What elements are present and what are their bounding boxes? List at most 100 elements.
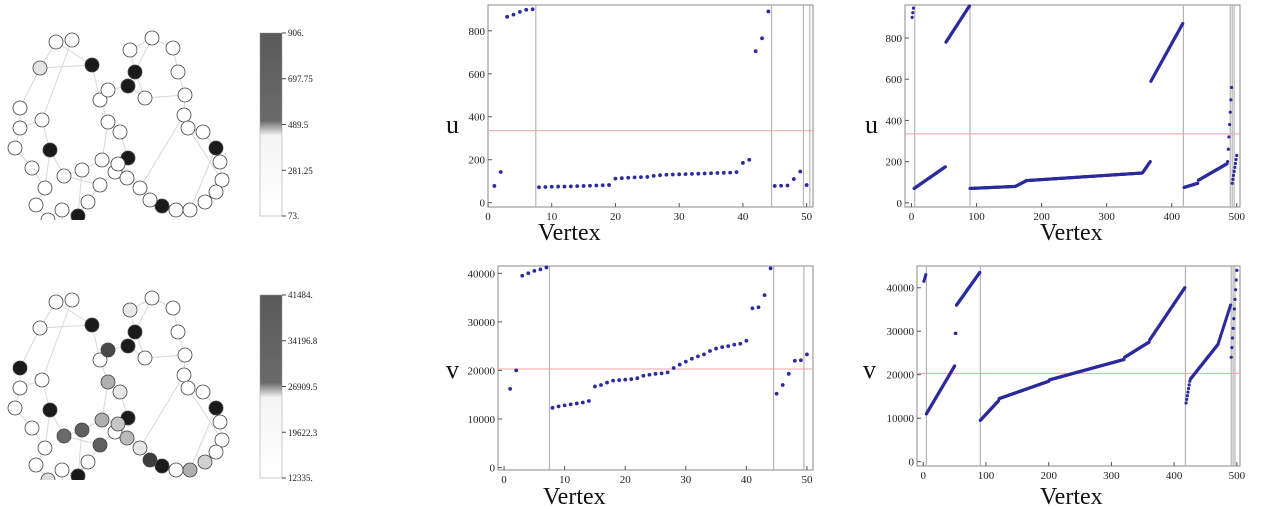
- graph-edge: [139, 374, 185, 449]
- y-tick-label: 600: [469, 69, 486, 81]
- graph-node: [84, 57, 100, 73]
- data-point: [611, 378, 615, 383]
- data-point: [594, 183, 599, 188]
- y-tick-label: 0: [897, 198, 903, 210]
- data-point: [575, 184, 580, 189]
- data-point: [804, 183, 809, 187]
- colorbar-tick-label: 73.: [288, 211, 299, 221]
- graph-drawing-u: [7, 30, 230, 236]
- graph-node: [12, 380, 28, 396]
- graph-edge: [19, 67, 41, 109]
- data-point: [647, 372, 652, 377]
- colorbar-tick-label: 26909.5: [288, 382, 318, 392]
- x-axis-label: Vertex: [1040, 484, 1103, 508]
- data-point: [629, 377, 634, 382]
- data-point: [677, 172, 682, 177]
- scatter-v-500: 0 100 200 300 400 500 0 10000 20000 30000 40000 Ver…: [863, 265, 1246, 508]
- colorbar-tick-label: 41484.: [288, 290, 313, 300]
- graph-node: [170, 64, 186, 80]
- data-point: [599, 383, 603, 387]
- data-point: [1186, 390, 1190, 394]
- x-tick-label: 40: [737, 211, 749, 223]
- y-tick-label: 200: [886, 157, 903, 169]
- y-axis-label: u: [446, 110, 459, 139]
- data-point: [708, 349, 712, 353]
- data-point: [670, 172, 675, 177]
- data-point: [645, 175, 650, 179]
- graph-node: [120, 78, 136, 94]
- data-point: [1234, 157, 1238, 162]
- data-point: [549, 184, 554, 189]
- data-point: [1226, 147, 1230, 151]
- x-axis-label: Vertex: [538, 220, 601, 246]
- data-point: [586, 399, 591, 403]
- data-point: [556, 184, 560, 189]
- graph-node: [132, 440, 148, 456]
- graph-node: [176, 107, 192, 123]
- data-point: [747, 157, 752, 162]
- x-tick-label: 0: [485, 211, 491, 223]
- data-point: [738, 341, 743, 346]
- data-point: [623, 377, 628, 382]
- x-tick-label: 0: [921, 470, 927, 482]
- graph-node: [24, 160, 40, 176]
- data-point: [911, 11, 915, 15]
- data-point: [544, 265, 549, 270]
- y-tick-label: 40000: [887, 283, 915, 295]
- graph-edge: [19, 327, 41, 369]
- graph-node: [144, 30, 160, 46]
- graph-node: [12, 120, 28, 136]
- x-tick-label: 30: [680, 474, 692, 486]
- x-tick-label: 200: [1040, 470, 1057, 482]
- y-axis-label: v: [863, 355, 876, 384]
- graph-node: [180, 120, 196, 136]
- data-point: [1233, 297, 1237, 301]
- data-point: [756, 305, 761, 310]
- x-tick-label: 50: [801, 211, 813, 223]
- graph-node: [208, 400, 224, 416]
- data-point: [798, 358, 803, 363]
- data-point: [1228, 110, 1232, 114]
- data-point: [762, 293, 767, 298]
- data-point: [562, 403, 567, 408]
- graph-node: [74, 422, 90, 438]
- data-point: [665, 370, 670, 375]
- graph-node: [84, 317, 100, 333]
- data-point: [520, 273, 525, 278]
- data-point: [805, 352, 809, 357]
- graph-node: [112, 384, 128, 400]
- graph-node: [122, 302, 138, 318]
- colorbar-top: 906. 697.75 489.5 281.25 73.: [255, 28, 335, 228]
- data-point: [732, 342, 737, 347]
- data-point: [1233, 165, 1237, 169]
- data-point: [715, 171, 720, 175]
- colorbar-tick-label: 12335.: [288, 473, 313, 483]
- data-point: [760, 36, 764, 41]
- data-point: [1230, 346, 1234, 350]
- data-point: [911, 6, 916, 10]
- x-tick-label: 0: [909, 211, 915, 223]
- data-point: [600, 183, 605, 188]
- y-axis-label: u: [865, 110, 878, 139]
- colorbar-gradient: [259, 32, 283, 217]
- graph-node: [127, 64, 143, 80]
- data-point: [511, 12, 516, 17]
- graph-edge: [189, 147, 217, 211]
- y-tick-label: 30000: [468, 317, 496, 329]
- data-point: [690, 172, 694, 176]
- graph-node: [120, 338, 136, 354]
- scatter-u-500: 0 100 200 300 400 500 0 200 400 600 800 Vertex u: [865, 4, 1245, 246]
- data-point: [779, 183, 784, 188]
- data-point: [792, 358, 797, 363]
- x-tick-label: 50: [801, 474, 813, 486]
- data-point: [721, 170, 726, 175]
- data-point: [580, 400, 585, 405]
- graph-node: [154, 198, 170, 214]
- graph-node: [80, 454, 96, 470]
- data-point: [791, 177, 796, 181]
- graph-node: [7, 140, 23, 156]
- data-points: [492, 7, 809, 190]
- graph-node: [54, 462, 70, 478]
- plot-frame: [904, 4, 1241, 208]
- graph-node: [177, 347, 193, 363]
